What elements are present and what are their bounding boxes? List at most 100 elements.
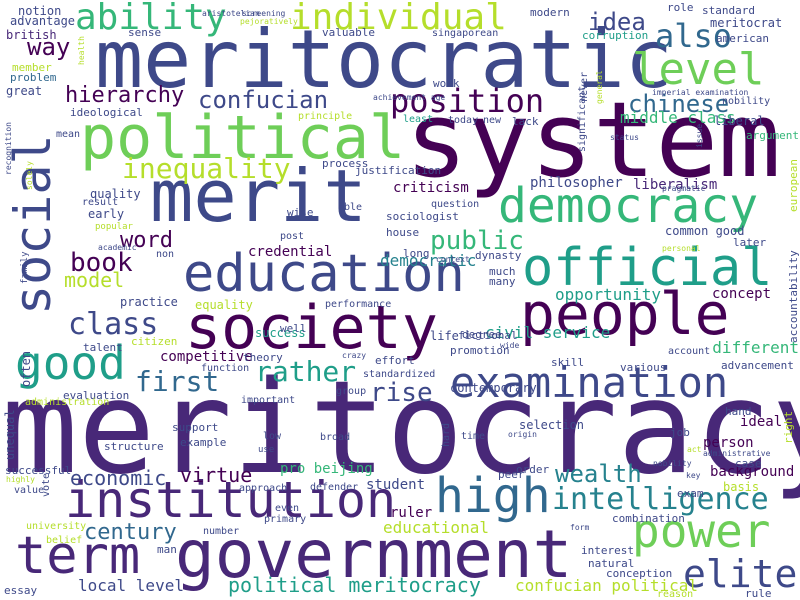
word-advantage: advantage bbox=[10, 14, 76, 28]
word-able: able bbox=[338, 202, 363, 213]
word-ideal: ideal bbox=[740, 414, 783, 430]
word-degree: degree bbox=[462, 328, 502, 341]
word-official: official bbox=[522, 238, 773, 298]
word-non: non bbox=[156, 249, 175, 260]
word-meritocratic: meritocratic bbox=[95, 13, 673, 106]
word-british: british bbox=[6, 28, 57, 42]
word-criticism: criticism bbox=[393, 180, 469, 196]
word-family: family bbox=[20, 251, 30, 284]
word-political: political bbox=[80, 103, 406, 173]
word-value: value bbox=[14, 485, 45, 496]
word-sociologist: sociologist bbox=[386, 210, 459, 223]
word-wide: wide bbox=[500, 341, 520, 350]
word-new: new bbox=[483, 115, 502, 126]
word-hierarchy: hierarchy bbox=[65, 83, 185, 108]
word-examination: examination bbox=[450, 358, 729, 407]
word-recognition: recognition bbox=[4, 122, 13, 175]
word-approach: approach bbox=[239, 483, 288, 494]
word-highly: highly bbox=[6, 475, 35, 484]
word-person: person bbox=[703, 435, 754, 451]
word-way: way bbox=[27, 33, 71, 61]
word-primary: primary bbox=[264, 514, 307, 525]
word-talent: talent bbox=[83, 341, 123, 354]
word-example: example bbox=[180, 436, 227, 449]
word-word: word bbox=[120, 228, 173, 253]
word-corruption: corruption bbox=[582, 29, 649, 42]
word-defender: defender bbox=[310, 482, 359, 493]
word-citizen: citizen bbox=[131, 335, 178, 348]
word-context: context bbox=[436, 255, 470, 264]
word-opportunity: opportunity bbox=[555, 285, 661, 304]
word-accountability: accountability bbox=[787, 250, 800, 343]
word-confucian: confucian bbox=[198, 86, 329, 114]
word-success: success bbox=[255, 326, 306, 340]
word-university: university bbox=[26, 521, 87, 532]
word-institution: institution bbox=[65, 471, 397, 529]
word-house: house bbox=[386, 226, 420, 239]
word-theory: theory bbox=[243, 351, 283, 364]
word-exam: exam bbox=[677, 487, 704, 500]
word-origin: origin bbox=[508, 430, 537, 439]
word-least: least bbox=[403, 114, 434, 125]
word-selection: selection bbox=[519, 418, 585, 432]
word-aristotelian: aristotelian bbox=[202, 9, 260, 18]
word-contemporary: contemporary bbox=[450, 381, 537, 395]
word-job: job bbox=[670, 426, 690, 439]
word-academic: academic bbox=[98, 243, 137, 252]
word-singaporean: singaporean bbox=[432, 28, 499, 39]
word-imperial-examination: imperial examination bbox=[652, 88, 749, 97]
word-argument: argument bbox=[746, 129, 799, 142]
word-european: european bbox=[787, 159, 800, 212]
word-common-good: common good bbox=[665, 224, 745, 238]
word-rule: rule bbox=[745, 587, 772, 600]
word-member: member bbox=[12, 61, 52, 74]
word-performance: performance bbox=[325, 299, 392, 310]
word-intelligence: intelligence bbox=[552, 482, 769, 517]
word-effort: effort bbox=[375, 354, 415, 367]
word-public: public bbox=[430, 226, 524, 256]
word-good: good bbox=[15, 336, 126, 390]
word-position: position bbox=[390, 82, 545, 120]
word-rise: rise bbox=[370, 378, 433, 408]
word-meritocracy: meritocracy bbox=[1, 354, 800, 503]
word-broad: broad bbox=[320, 432, 351, 443]
word-modern: modern bbox=[530, 6, 570, 19]
word-many: many bbox=[489, 275, 516, 288]
word-process: process bbox=[322, 157, 369, 170]
word-administrative: administrative bbox=[703, 449, 771, 458]
word-problem: problem bbox=[10, 71, 57, 84]
word-student: student bbox=[366, 477, 426, 493]
word-issue: issue bbox=[695, 123, 704, 148]
word-principle: principle bbox=[298, 111, 353, 122]
word-evaluation: evaluation bbox=[63, 389, 130, 402]
word-economic: economic bbox=[70, 466, 167, 490]
word-pro-beijing: pro beijing bbox=[280, 461, 373, 477]
word-form: form bbox=[570, 523, 590, 532]
word-nobility: nobility bbox=[653, 459, 692, 468]
word-belief: belief bbox=[46, 535, 83, 546]
word-confucian-political: confucian political bbox=[515, 576, 699, 595]
word-american: american bbox=[716, 32, 769, 45]
word-nobility: nobility bbox=[722, 96, 771, 107]
word-early: early bbox=[88, 207, 125, 221]
word-first: first bbox=[135, 365, 220, 398]
word-various: various bbox=[620, 361, 667, 374]
word-right: right bbox=[782, 410, 795, 444]
word-mean: mean bbox=[56, 129, 81, 140]
word-ruler: ruler bbox=[390, 505, 433, 521]
word-post: post bbox=[280, 231, 305, 242]
word-question: question bbox=[431, 199, 480, 210]
word-ideological: ideological bbox=[70, 106, 143, 119]
word-interest: interest bbox=[581, 544, 634, 557]
word-chinese: chinese bbox=[628, 90, 730, 118]
word-later: later bbox=[733, 236, 767, 249]
word-class: class bbox=[68, 307, 159, 342]
word-conception: conception bbox=[606, 567, 673, 580]
word-model: model bbox=[64, 268, 125, 292]
word-well: well bbox=[280, 322, 307, 335]
word-often: often bbox=[19, 350, 33, 387]
word-essay: essay bbox=[4, 584, 38, 597]
word-time: time bbox=[461, 431, 486, 442]
word-century: century bbox=[84, 520, 177, 545]
word-long: long bbox=[403, 247, 430, 260]
